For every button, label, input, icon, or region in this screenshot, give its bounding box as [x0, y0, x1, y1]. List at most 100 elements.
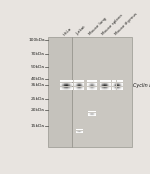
Bar	[83, 89, 84, 90]
Bar	[65, 80, 66, 81]
Bar	[94, 84, 95, 85]
Bar	[72, 80, 73, 81]
Bar	[96, 88, 97, 89]
Bar	[102, 88, 103, 89]
Bar	[91, 88, 92, 89]
Bar	[66, 81, 67, 82]
Bar	[95, 86, 96, 87]
Bar	[89, 81, 90, 82]
Bar	[91, 81, 92, 82]
Bar	[122, 88, 123, 89]
Bar	[114, 89, 115, 90]
Bar	[94, 88, 95, 89]
Bar	[89, 86, 90, 87]
Bar	[113, 88, 114, 89]
Bar	[116, 84, 117, 85]
Bar	[60, 85, 61, 86]
Bar	[116, 86, 117, 87]
Bar	[87, 82, 88, 83]
Bar	[95, 85, 96, 86]
Bar	[68, 88, 69, 89]
Bar	[70, 81, 71, 82]
Bar	[78, 85, 79, 86]
Bar	[104, 86, 105, 87]
Bar	[83, 81, 84, 82]
Bar	[79, 85, 80, 86]
Bar	[67, 81, 68, 82]
Bar	[71, 81, 72, 82]
Bar	[116, 89, 117, 90]
Bar	[94, 89, 95, 90]
Bar	[110, 80, 111, 81]
Bar	[108, 89, 109, 90]
Bar	[96, 89, 97, 90]
Bar	[90, 82, 91, 83]
Bar	[69, 89, 70, 90]
Text: Jurkat: Jurkat	[76, 25, 87, 36]
Bar	[71, 80, 72, 81]
Bar	[80, 84, 81, 85]
Bar	[118, 85, 119, 86]
Bar	[68, 81, 69, 82]
Bar	[119, 82, 120, 83]
Bar	[72, 84, 73, 85]
Bar	[102, 89, 103, 90]
Bar	[115, 86, 116, 87]
Bar	[112, 89, 113, 90]
Bar	[100, 89, 101, 90]
Bar	[72, 82, 73, 83]
Bar	[117, 82, 118, 83]
Bar	[79, 84, 80, 85]
Bar	[96, 81, 97, 82]
Bar	[83, 80, 84, 81]
Bar	[94, 82, 95, 83]
Bar	[63, 89, 64, 90]
Bar	[113, 82, 114, 83]
Bar	[112, 84, 113, 85]
Bar	[72, 89, 73, 90]
Bar	[93, 88, 94, 89]
Bar	[77, 80, 78, 81]
Bar	[110, 82, 111, 83]
Bar	[80, 82, 81, 83]
Bar	[79, 86, 80, 87]
Bar	[78, 89, 79, 90]
Bar	[121, 89, 122, 90]
Bar	[71, 86, 72, 87]
Bar	[89, 80, 90, 81]
Bar	[67, 88, 68, 89]
Bar	[100, 84, 101, 85]
Bar	[99, 81, 100, 82]
Bar	[122, 81, 123, 82]
Bar	[63, 84, 64, 85]
Bar	[116, 82, 117, 83]
Bar	[61, 81, 62, 82]
Bar	[122, 85, 123, 86]
Bar	[119, 89, 120, 90]
Bar	[67, 89, 68, 90]
Bar	[119, 86, 120, 87]
Bar	[114, 88, 115, 89]
Bar	[64, 85, 65, 86]
Bar	[60, 80, 61, 81]
Bar	[69, 82, 70, 83]
Bar	[104, 89, 105, 90]
Bar	[71, 84, 72, 85]
Bar	[83, 86, 84, 87]
Bar	[90, 85, 91, 86]
Bar	[117, 86, 118, 87]
Bar	[115, 80, 116, 81]
Bar	[107, 89, 108, 90]
Bar	[103, 88, 104, 89]
Bar	[120, 80, 121, 81]
Bar	[88, 85, 89, 86]
Bar	[60, 81, 61, 82]
Bar	[91, 84, 92, 85]
Bar	[115, 81, 116, 82]
Bar	[78, 86, 79, 87]
Bar	[88, 86, 89, 87]
Bar	[93, 81, 94, 82]
Text: HeLa: HeLa	[63, 26, 73, 36]
Bar	[117, 85, 118, 86]
Bar	[87, 86, 88, 87]
